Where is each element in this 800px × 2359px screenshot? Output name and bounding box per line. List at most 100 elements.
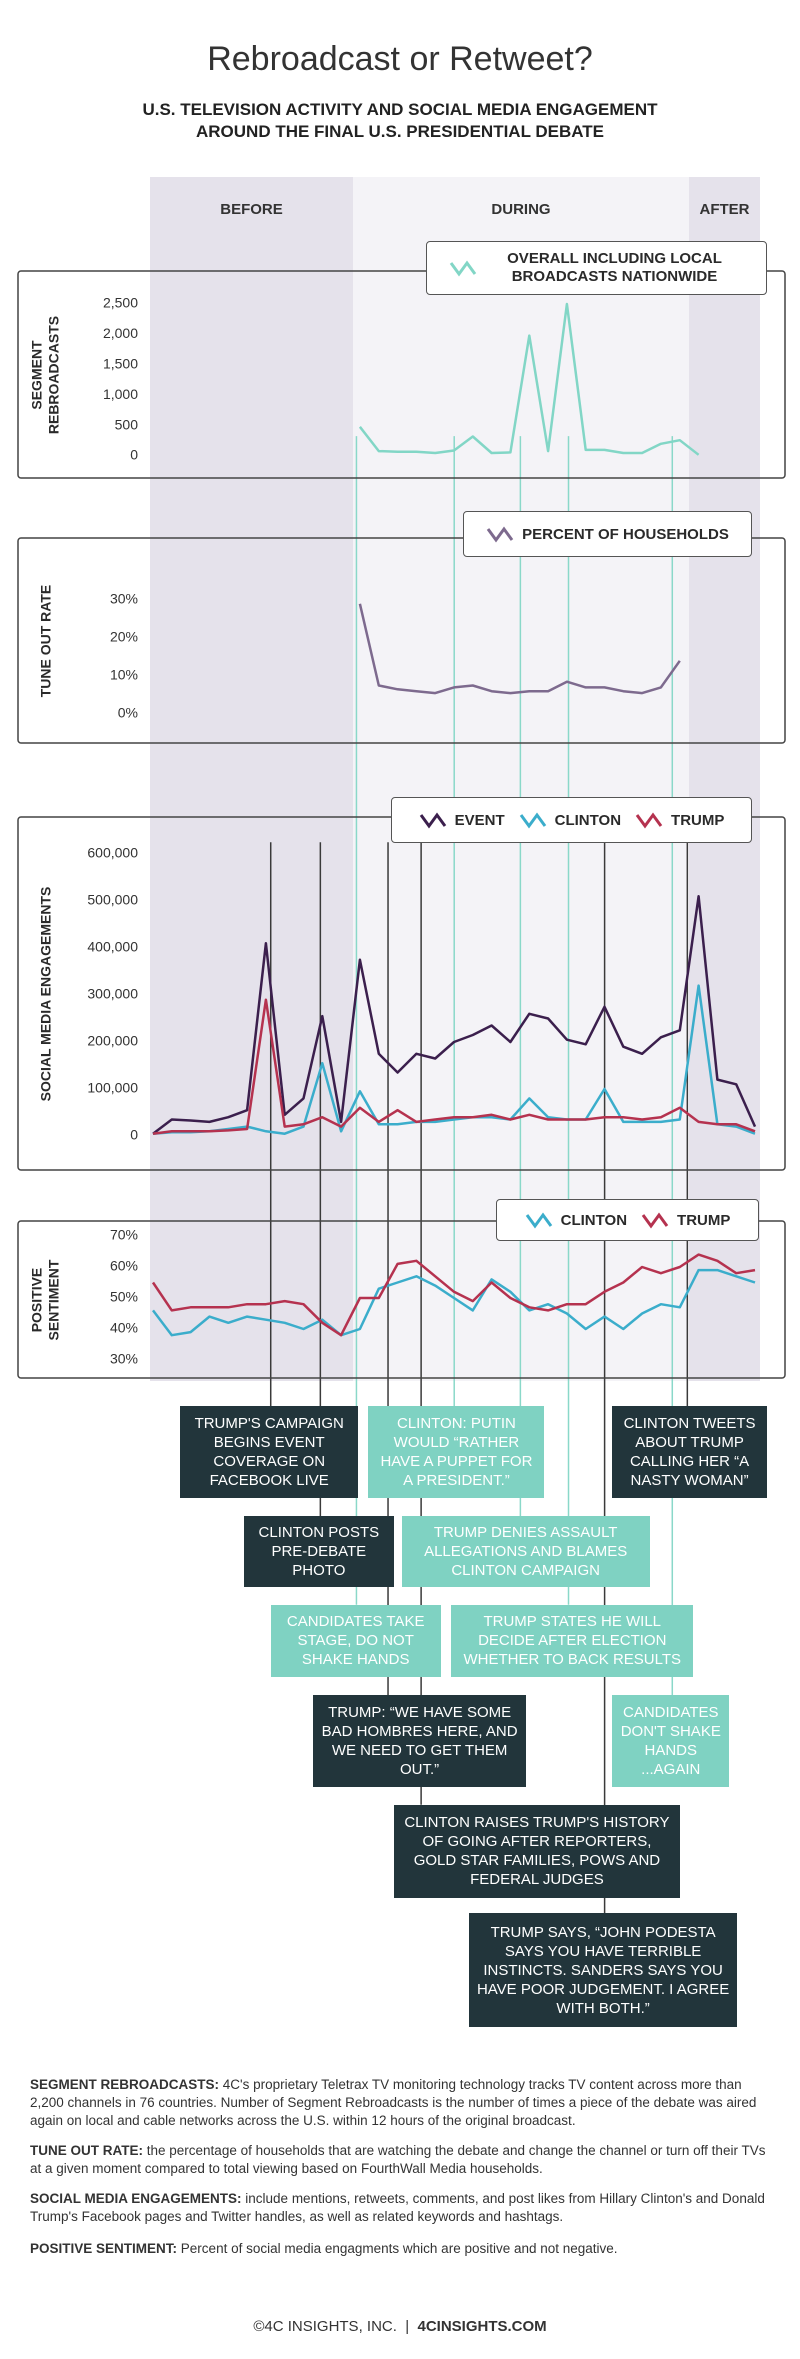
annotation: CANDIDATES TAKE STAGE, DO NOT SHAKE HAND… xyxy=(270,1604,441,1677)
series-line xyxy=(151,1253,756,1337)
note-term: SOCIAL MEDIA ENGAGEMENTS: xyxy=(30,2191,242,2206)
annotation: CLINTON TWEETS ABOUT TRUMP CALLING HER “… xyxy=(612,1406,768,1498)
y-tick-label: 300,000 xyxy=(87,986,138,1002)
legend-label: TRUMP xyxy=(671,811,725,829)
note-text: 4C's proprietary Teletrax TV monitoring … xyxy=(30,2077,757,2128)
legend-swatch xyxy=(635,812,663,829)
legend-item: TRUMP xyxy=(635,811,724,829)
legend: PERCENT OF HOUSEHOLDS xyxy=(463,511,752,557)
y-tick-label: 10% xyxy=(110,667,138,683)
chart-frame xyxy=(17,1220,786,1379)
legend-swatch xyxy=(486,526,514,543)
annotation: CLINTON RAISES TRUMP'S HISTORY OF GOING … xyxy=(394,1804,680,1899)
legend: EVENT CLINTON TRUMP xyxy=(391,797,752,843)
annotation: CANDIDATES DON'T SHAKE HANDS ...AGAIN xyxy=(612,1695,730,1787)
series-line xyxy=(152,984,756,1135)
legend-item: CLINTON xyxy=(519,811,621,829)
legend-swatch xyxy=(525,1212,552,1229)
note: SOCIAL MEDIA ENGAGEMENTS: include mentio… xyxy=(30,2190,770,2226)
y-axis-label: POSITIVE SENTIMENT xyxy=(28,1259,61,1340)
y-tick-label: 200,000 xyxy=(87,1033,138,1049)
legend: CLINTON TRUMP xyxy=(496,1199,759,1241)
annotation: TRUMP STATES HE WILL DECIDE AFTER ELECTI… xyxy=(451,1604,694,1677)
phase-label: BEFORE xyxy=(220,201,283,218)
note: POSITIVE SENTIMENT: Percent of social me… xyxy=(30,2240,770,2258)
annotation: CLINTON POSTS PRE-DEBATE PHOTO xyxy=(243,1516,395,1587)
legend-label: CLINTON xyxy=(554,811,622,829)
phase-band xyxy=(689,177,760,1381)
legend-item: PERCENT OF HOUSEHOLDS xyxy=(486,525,729,543)
note: TUNE OUT RATE: the percentage of househo… xyxy=(30,2142,770,2178)
y-tick-label: 0 xyxy=(130,447,138,463)
y-tick-label: 2,000 xyxy=(103,325,138,341)
annotation: TRUMP SAYS, “JOHN PODESTA SAYS YOU HAVE … xyxy=(469,1913,737,2028)
annotation: TRUMP DENIES ASSAULT ALLEGATIONS AND BLA… xyxy=(401,1516,650,1587)
note-term: TUNE OUT RATE: xyxy=(30,2143,143,2158)
phase-band xyxy=(150,177,353,1381)
note-text: include mentions, retweets, comments, an… xyxy=(30,2191,765,2224)
legend-swatch xyxy=(519,812,546,829)
y-tick-label: 50% xyxy=(110,1289,138,1305)
y-axis-label: TUNE OUT RATE xyxy=(36,584,53,697)
series-line xyxy=(152,998,756,1135)
annotation: TRUMP'S CAMPAIGN BEGINS EVENT COVERAGE O… xyxy=(180,1406,358,1498)
y-tick-label: 2,500 xyxy=(103,295,138,311)
note-term: SEGMENT REBROADCASTS: xyxy=(30,2077,220,2092)
legend-icon xyxy=(519,812,546,829)
legend-label: TRUMP xyxy=(677,1211,731,1229)
y-tick-label: 1,500 xyxy=(103,356,138,372)
series-line xyxy=(152,895,757,1135)
legend-icon xyxy=(641,1212,669,1229)
y-tick-label: 400,000 xyxy=(87,939,138,955)
copyright: ©4C INSIGHTS, INC. xyxy=(253,2318,397,2335)
y-tick-label: 1,000 xyxy=(103,386,138,402)
legend-swatch xyxy=(449,260,476,277)
site: 4CINSIGHTS.COM xyxy=(417,2318,547,2335)
annotation: TRUMP: “WE HAVE SOME BAD HOMBRES HERE, A… xyxy=(312,1695,527,1787)
series-line xyxy=(358,302,700,456)
y-tick-label: 30% xyxy=(110,591,138,607)
legend-icon xyxy=(449,260,476,277)
y-tick-label: 100,000 xyxy=(87,1080,138,1096)
legend-swatch xyxy=(419,812,446,829)
legend-label: OVERALL INCLUDING LOCAL BROADCASTS NATIO… xyxy=(507,250,722,285)
annotation: CLINTON: PUTIN WOULD “RATHER HAVE A PUPP… xyxy=(368,1406,545,1498)
y-tick-label: 70% xyxy=(110,1227,138,1243)
note: SEGMENT REBROADCASTS: 4C's proprietary T… xyxy=(30,2076,770,2130)
y-tick-label: 30% xyxy=(110,1351,138,1367)
legend-item: CLINTON xyxy=(525,1211,627,1229)
y-tick-label: 0 xyxy=(130,1127,138,1143)
y-tick-label: 500 xyxy=(115,416,139,432)
phase-label: DURING xyxy=(491,201,551,218)
legend-item: TRUMP xyxy=(641,1211,730,1229)
note-term: POSITIVE SENTIMENT: xyxy=(30,2241,178,2256)
note-text: Percent of social media engagments which… xyxy=(180,2241,618,2256)
y-tick-label: 40% xyxy=(110,1320,138,1336)
y-tick-label: 60% xyxy=(110,1258,138,1274)
legend-icon xyxy=(419,812,446,829)
subtitle: AROUND THE FINAL U.S. PRESIDENTIAL DEBAT… xyxy=(195,122,605,141)
y-tick-label: 20% xyxy=(110,629,138,645)
legend-icon xyxy=(486,526,514,543)
y-tick-label: 600,000 xyxy=(87,845,138,861)
chart-frame xyxy=(17,537,786,744)
y-tick-label: 0% xyxy=(118,705,138,721)
footer: ©4C INSIGHTS, INC. | 4CINSIGHTS.COM xyxy=(253,2318,547,2335)
note-text: the percentage of households that are wa… xyxy=(30,2143,766,2176)
legend-swatch xyxy=(641,1212,669,1229)
legend-icon xyxy=(635,812,663,829)
title: Rebroadcast or Retweet? xyxy=(207,40,593,78)
legend-label: CLINTON xyxy=(560,1211,628,1229)
legend-item: OVERALL INCLUDING LOCAL BROADCASTS NATIO… xyxy=(449,250,745,286)
series-line xyxy=(152,1268,756,1337)
chart-frame xyxy=(17,270,786,479)
subtitle: U.S. TELEVISION ACTIVITY AND SOCIAL MEDI… xyxy=(142,100,658,119)
legend-icon xyxy=(525,1212,552,1229)
phase-label: AFTER xyxy=(699,201,750,218)
y-axis-label: SEGMENT REBROADCASTS xyxy=(28,315,61,434)
legend-label: EVENT xyxy=(454,811,505,829)
y-tick-label: 500,000 xyxy=(87,892,138,908)
legend-label: PERCENT OF HOUSEHOLDS xyxy=(522,525,729,543)
